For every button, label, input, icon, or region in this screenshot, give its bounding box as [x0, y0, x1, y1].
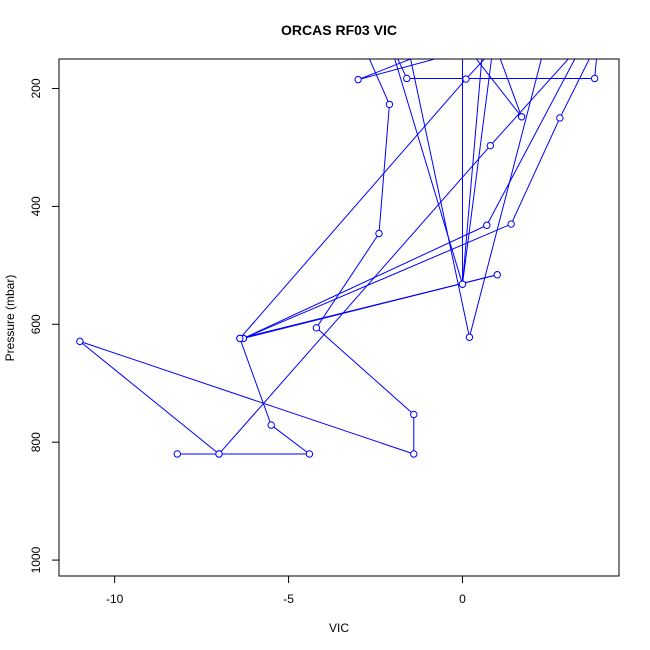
data-point — [267, 421, 275, 429]
data-point — [375, 229, 383, 238]
data-point — [215, 450, 223, 458]
chart-title: ORCAS RF03 VIC — [281, 22, 397, 38]
data-point — [305, 450, 314, 458]
series-segment — [465, 59, 486, 80]
data-point — [173, 450, 181, 458]
series-segment — [239, 78, 467, 339]
data-point — [458, 280, 467, 288]
series-segment — [270, 424, 310, 455]
series-segment — [357, 59, 412, 81]
x-axis-label: VIC — [329, 621, 349, 635]
data-point — [493, 271, 501, 279]
data-point — [236, 334, 244, 343]
data-point — [507, 220, 515, 228]
plot-area — [76, 38, 601, 458]
data-point — [556, 114, 564, 122]
series-segment — [489, 59, 569, 146]
data-point — [491, 38, 497, 44]
data-point — [312, 324, 321, 332]
series-segment — [499, 59, 523, 117]
series-segment — [239, 338, 272, 426]
series-segment — [316, 327, 415, 415]
series-segment — [79, 340, 414, 455]
y-tick-label: 800 — [29, 432, 43, 452]
data-point — [517, 113, 526, 121]
series-segment — [468, 59, 542, 338]
series-segment — [475, 59, 523, 118]
data-point — [354, 75, 362, 84]
series-segment — [243, 224, 488, 339]
data-point — [462, 75, 470, 83]
series-segment — [79, 340, 220, 455]
series-segment — [243, 223, 512, 339]
x-axis: -10 -5 0 — [106, 575, 466, 606]
series-segment — [510, 117, 561, 225]
data-point — [483, 221, 491, 229]
series-segment — [461, 59, 493, 285]
y-axis: 200 400 600 800 1000 — [29, 78, 60, 573]
x-tick-label: -5 — [283, 592, 294, 606]
x-tick-label: 0 — [459, 592, 466, 606]
data-point — [385, 100, 394, 109]
y-tick-label: 400 — [29, 196, 43, 216]
y-axis-label: Pressure (mbar) — [3, 275, 17, 362]
series-segment — [410, 59, 470, 338]
data-point — [459, 38, 465, 44]
data-point — [581, 38, 587, 44]
series-segment — [461, 59, 483, 285]
series-segment — [358, 59, 437, 81]
data-point — [595, 38, 601, 44]
x-tick-label: -10 — [106, 592, 124, 606]
data-point — [543, 38, 549, 44]
data-point — [358, 38, 364, 44]
data-point — [486, 141, 495, 150]
data-point — [480, 38, 486, 44]
series-group — [76, 38, 601, 458]
series-segment — [594, 59, 597, 79]
data-point — [386, 38, 392, 44]
series-segment — [486, 59, 576, 226]
data-point — [410, 410, 418, 419]
data-point — [498, 38, 504, 44]
data-point — [76, 337, 84, 346]
series-segment — [397, 59, 408, 79]
series-segment — [378, 104, 390, 234]
series-segment — [315, 233, 380, 329]
series-segment — [218, 145, 491, 455]
data-point — [403, 74, 411, 83]
y-tick-label: 200 — [29, 78, 43, 98]
data-point — [465, 333, 474, 341]
data-point — [590, 74, 599, 83]
y-tick-label: 600 — [29, 314, 43, 334]
series-segment — [239, 274, 498, 339]
series-segment — [394, 59, 463, 285]
series-segment — [559, 59, 590, 119]
data-point — [452, 38, 458, 44]
y-tick-label: 1000 — [29, 546, 43, 573]
data-point — [410, 450, 418, 458]
data-point — [404, 38, 410, 44]
